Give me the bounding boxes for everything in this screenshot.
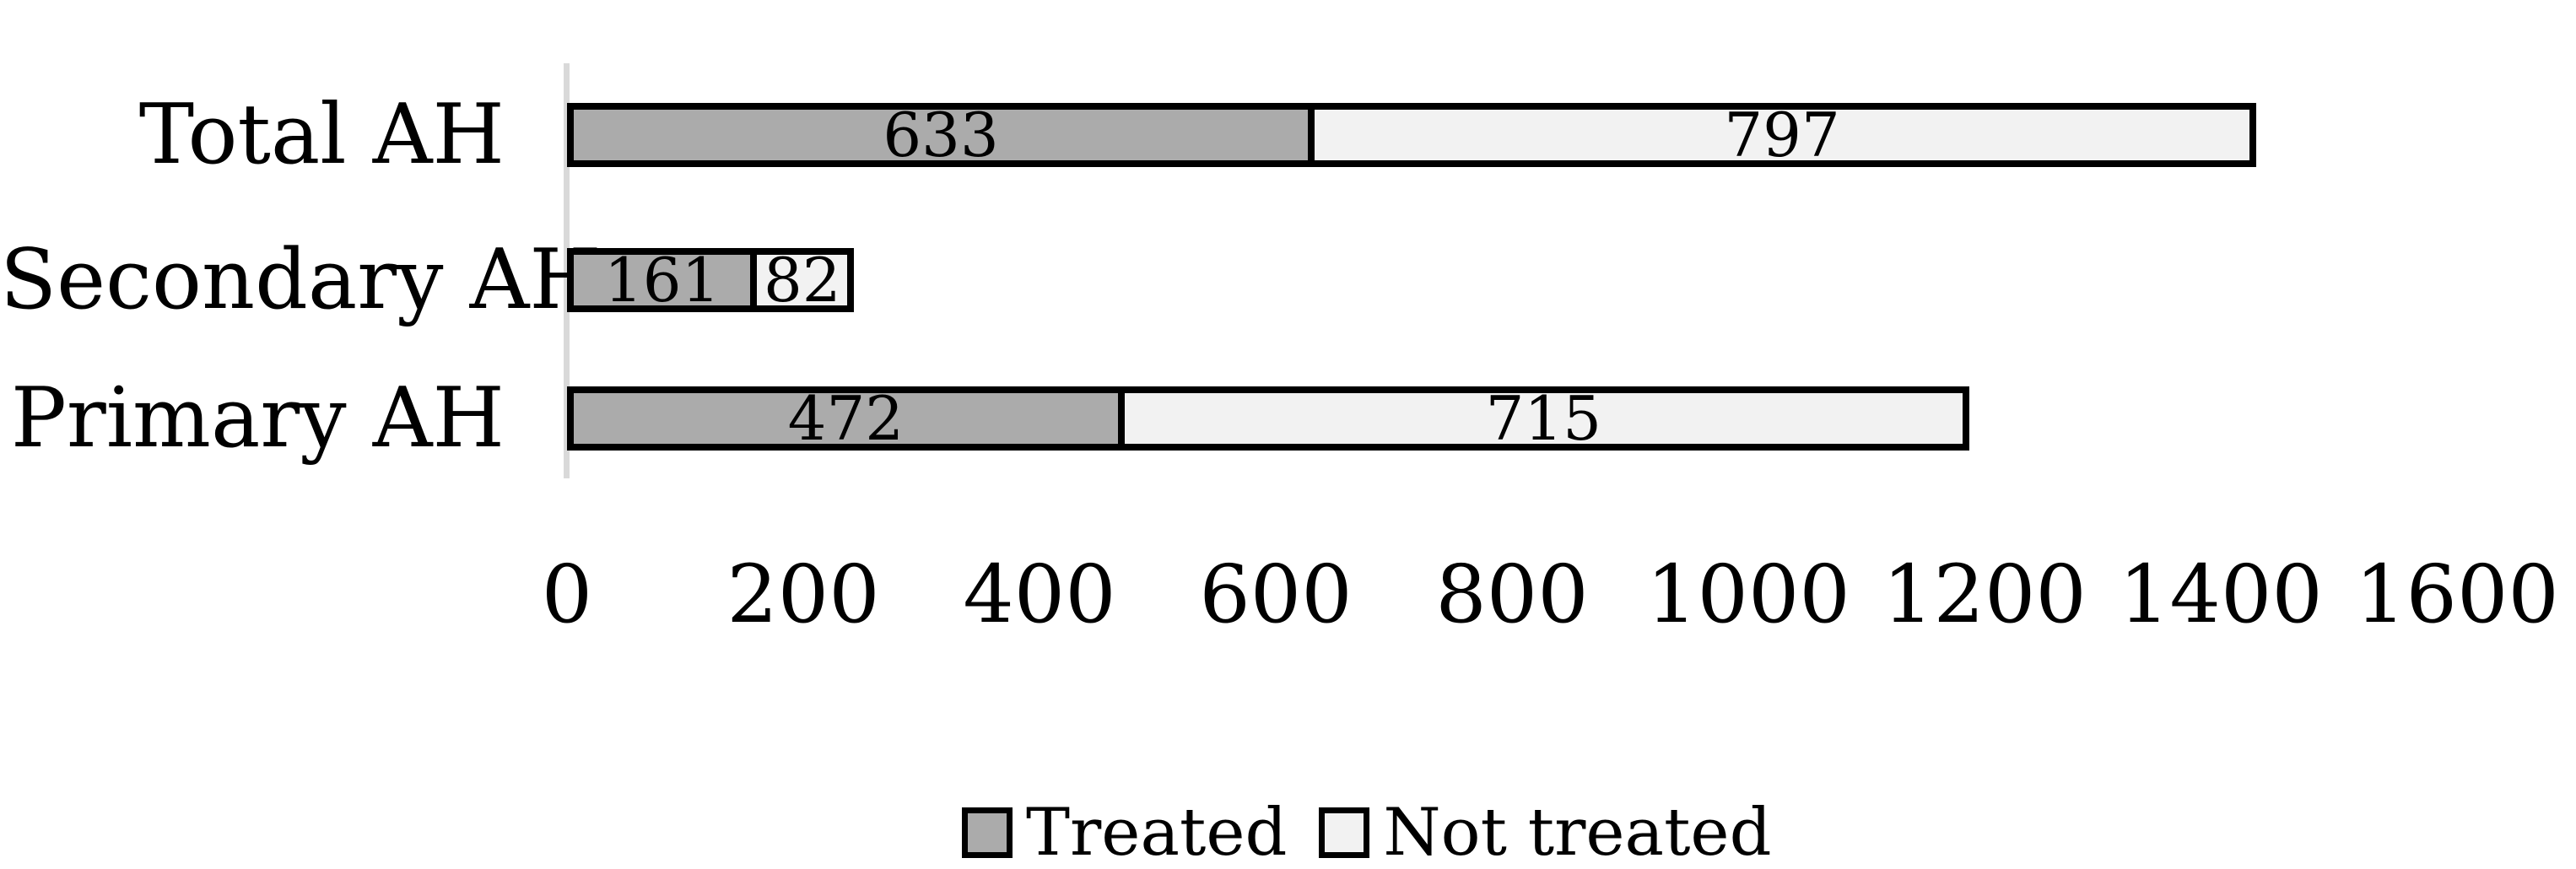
category-label: Total AH bbox=[138, 87, 505, 183]
bar-value-label: 472 bbox=[787, 383, 905, 454]
bar-segment-treated: 633 bbox=[567, 103, 1315, 167]
bar-value-label: 633 bbox=[883, 100, 999, 170]
x-tick-label: 200 bbox=[726, 548, 880, 641]
bar-segment-treated: 472 bbox=[567, 386, 1125, 451]
legend-swatch-not-treated bbox=[1319, 807, 1370, 858]
legend-item-treated: Treated bbox=[962, 800, 1287, 866]
bar-segment-treated: 161 bbox=[567, 245, 758, 316]
bar-value-label: 161 bbox=[603, 245, 721, 316]
legend-label: Not treated bbox=[1383, 795, 1772, 869]
x-tick-label: 600 bbox=[1199, 548, 1353, 641]
x-tick-label: 1600 bbox=[2355, 548, 2559, 641]
x-tick-label: 800 bbox=[1435, 548, 1589, 641]
y-axis-line bbox=[564, 63, 570, 478]
bar-segment-not-treated: 715 bbox=[1117, 383, 1969, 454]
x-tick-label: 400 bbox=[963, 548, 1116, 641]
bar-segment-not-treated: 797 bbox=[1308, 103, 2256, 167]
x-tick-label: 0 bbox=[541, 548, 593, 641]
legend-swatch-treated bbox=[962, 807, 1013, 858]
category-label: Primary AH bbox=[10, 370, 505, 467]
bar-segment-not-treated: 82 bbox=[750, 245, 855, 316]
x-tick-label: 1400 bbox=[2119, 548, 2323, 641]
category-label: Secondary AH bbox=[0, 232, 602, 328]
bar-value-label: 82 bbox=[763, 245, 841, 316]
bar-value-label: 715 bbox=[1485, 383, 1602, 454]
x-tick-label: 1000 bbox=[1646, 548, 1850, 641]
legend: Treated Not treated bbox=[962, 800, 1772, 866]
x-tick-label: 1200 bbox=[1882, 548, 2087, 641]
bar-value-label: 797 bbox=[1724, 100, 1840, 170]
legend-item-not-treated: Not treated bbox=[1319, 795, 1772, 869]
legend-label: Treated bbox=[1026, 795, 1288, 869]
